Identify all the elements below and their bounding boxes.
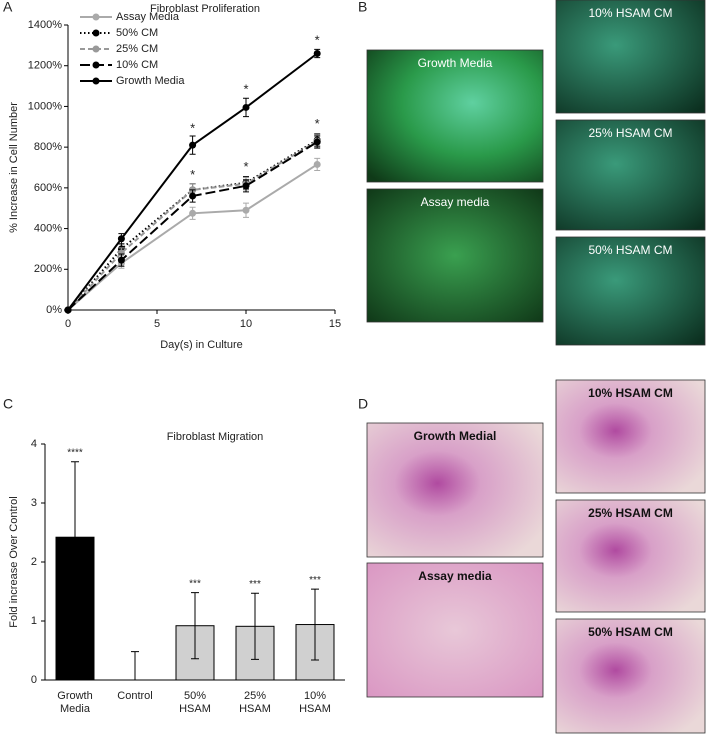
significance: *** xyxy=(309,575,321,586)
y-tick-label: 2 xyxy=(31,556,37,568)
micrograph xyxy=(366,188,544,323)
micrograph xyxy=(555,236,706,346)
image-caption: 50% HSAM CM xyxy=(588,625,673,639)
micrograph xyxy=(555,119,706,231)
y-axis-label: Fold increase Over Control xyxy=(8,496,20,627)
annotation: * xyxy=(190,167,195,182)
legend-label: Growth Media xyxy=(116,75,185,87)
legend-marker xyxy=(92,29,100,37)
point xyxy=(242,206,250,214)
annotation: * xyxy=(315,116,320,131)
significance: *** xyxy=(189,578,201,589)
point xyxy=(242,103,250,111)
y-tick-label: 200% xyxy=(34,263,62,275)
image-caption: Assay media xyxy=(421,195,490,209)
micrograph xyxy=(555,499,706,613)
panel-label: A xyxy=(3,0,13,15)
x-tick-label: Control xyxy=(117,690,153,702)
annotation: * xyxy=(190,120,195,135)
point xyxy=(117,249,125,257)
image-caption: 25% HSAM CM xyxy=(588,506,673,520)
micrograph xyxy=(555,0,706,114)
x-axis-label: Day(s) in Culture xyxy=(160,339,243,351)
point xyxy=(313,160,321,168)
x-tick-label: 5 xyxy=(154,318,160,330)
error-bar xyxy=(251,592,259,660)
y-tick-label: 1200% xyxy=(28,60,62,72)
y-tick-label: 1 xyxy=(31,615,37,627)
image-caption: 25% HSAM CM xyxy=(588,126,672,140)
legend-marker xyxy=(92,77,100,85)
annotation: * xyxy=(315,33,320,48)
y-tick-label: 3 xyxy=(31,497,37,509)
y-tick-label: 400% xyxy=(34,222,62,234)
x-tick-label: 0 xyxy=(65,318,71,330)
point xyxy=(189,209,197,217)
panel-label: B xyxy=(358,0,367,15)
annotation: * xyxy=(243,159,248,174)
legend-marker xyxy=(92,61,100,69)
x-tick-label: Growth Media xyxy=(57,690,93,715)
point xyxy=(117,256,125,264)
error-bar xyxy=(71,461,79,614)
x-tick-label: 10% HSAM xyxy=(299,690,331,715)
y-tick-label: 0% xyxy=(46,304,62,316)
micrograph xyxy=(555,618,706,734)
error-bar xyxy=(311,588,319,661)
legend-label: 10% CM xyxy=(116,59,158,71)
legend-marker xyxy=(92,45,100,53)
micrograph xyxy=(555,379,706,494)
image-caption: 10% HSAM CM xyxy=(588,386,673,400)
image-caption: Growth Media xyxy=(418,56,493,70)
legend-label: 25% CM xyxy=(116,43,158,55)
point xyxy=(313,138,321,146)
annotation: * xyxy=(243,82,248,97)
point xyxy=(242,182,250,190)
point xyxy=(313,50,321,57)
error-bar xyxy=(191,592,199,660)
y-tick-label: 4 xyxy=(31,438,37,450)
legend-label: Assay Media xyxy=(116,11,180,23)
legend-marker xyxy=(92,13,100,21)
error-bar xyxy=(131,651,139,680)
chart-title: Fibroblast Migration xyxy=(167,431,264,443)
series-line xyxy=(67,139,318,311)
point xyxy=(117,235,125,243)
panel-label: C xyxy=(3,396,13,412)
image-caption: Growth Medial xyxy=(414,429,497,443)
series-line xyxy=(67,140,318,311)
y-tick-label: 600% xyxy=(34,182,62,194)
panel-label: D xyxy=(358,396,368,412)
y-tick-label: 0 xyxy=(31,674,37,686)
chart-title: Fibroblast Proliferation xyxy=(150,3,260,15)
x-tick-label: 15 xyxy=(329,318,341,330)
y-axis-label: % Increase in Cell Number xyxy=(8,102,20,233)
x-tick-label: 10 xyxy=(240,318,252,330)
micrograph xyxy=(366,49,544,183)
x-tick-label: 50% HSAM xyxy=(179,690,211,715)
point xyxy=(189,192,197,200)
significance: *** xyxy=(249,579,261,590)
image-caption: 50% HSAM CM xyxy=(588,243,672,257)
x-tick-label: 25% HSAM xyxy=(239,690,271,715)
micrograph xyxy=(366,422,544,558)
y-tick-label: 1000% xyxy=(28,100,62,112)
image-caption: Assay media xyxy=(418,569,492,583)
micrograph xyxy=(366,562,544,698)
point xyxy=(189,141,197,149)
y-tick-label: 1400% xyxy=(28,19,62,31)
y-tick-label: 800% xyxy=(34,141,62,153)
legend-label: 50% CM xyxy=(116,27,158,39)
image-caption: 10% HSAM CM xyxy=(588,6,672,20)
point xyxy=(64,306,72,314)
significance: **** xyxy=(67,447,83,458)
